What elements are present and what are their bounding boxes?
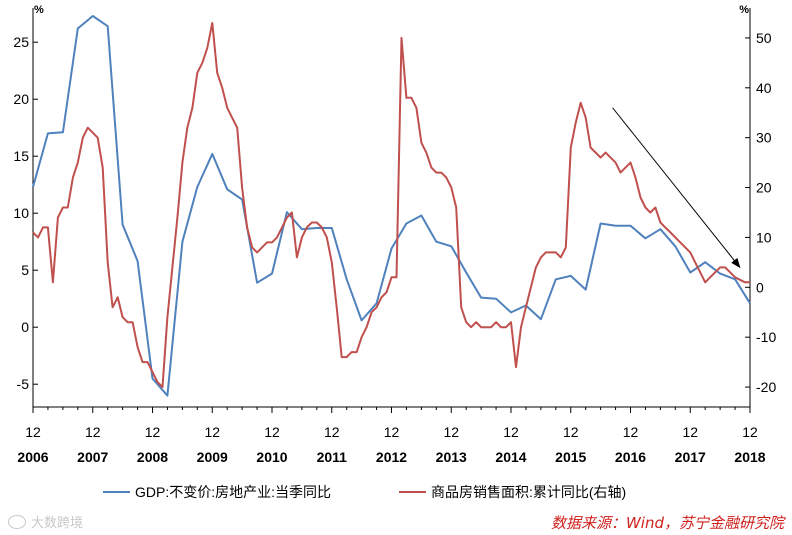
right-tick-label: -20 (756, 379, 776, 395)
x-tick-month-label: 12 (204, 424, 220, 440)
trend-arrow-icon (612, 107, 741, 269)
x-tick-month-label: 12 (264, 424, 280, 440)
x-tick-month-label: 12 (85, 424, 101, 440)
x-tick-year-label: 2015 (555, 449, 586, 465)
x-tick-year-label: 2011 (317, 449, 348, 465)
left-tick-label: 15 (13, 148, 29, 164)
right-tick-label: 50 (756, 30, 772, 46)
x-tick-month-label: 12 (563, 424, 579, 440)
legend: GDP:不变价:房地产业:当季同比 商品房销售面积:累计同比(右轴) (103, 484, 626, 500)
right-tick-label: 20 (756, 180, 772, 196)
sales-series-line (32, 22, 750, 389)
left-tick-label: 20 (13, 91, 29, 107)
left-tick-label: 25 (13, 34, 29, 50)
left-tick-label: 5 (21, 262, 29, 278)
legend-label-gdp: GDP:不变价:房地产业:当季同比 (135, 484, 331, 500)
x-tick-month-label: 12 (384, 424, 400, 440)
source-note: 数据来源：Wind，苏宁金融研究院 (550, 514, 784, 532)
x-tick-year-label: 2018 (734, 449, 765, 465)
right-tick-label: -10 (756, 329, 776, 345)
right-tick-label: 10 (756, 229, 772, 245)
x-tick-month-label: 12 (145, 424, 161, 440)
watermark-text: 大数跨境 (31, 516, 84, 531)
right-tick-label: 0 (756, 279, 764, 295)
x-tick-year-label: 2016 (615, 449, 646, 465)
x-tick-month-label: 12 (682, 424, 698, 440)
x-tick-year-label: 2014 (495, 449, 526, 465)
x-tick-month-label: 12 (742, 424, 758, 440)
x-tick-year-label: 2017 (675, 449, 706, 465)
series-lines (32, 15, 751, 397)
x-tick-month-label: 12 (503, 424, 519, 440)
right-axis-unit: % (739, 4, 749, 16)
x-tick-year-label: 2012 (376, 449, 407, 465)
x-tick-year-label: 2013 (436, 449, 467, 465)
watermark-logo-icon (8, 515, 26, 529)
x-tick-month-label: 12 (25, 424, 41, 440)
axes (32, 8, 751, 413)
legend-label-sales: 商品房销售面积:累计同比(右轴) (431, 484, 626, 500)
left-tick-label: -5 (17, 376, 30, 392)
gdp-series-line (32, 15, 751, 397)
annotations (612, 107, 741, 269)
x-tick-month-label: 12 (623, 424, 639, 440)
left-axis-unit: % (34, 4, 44, 16)
right-tick-label: 40 (756, 80, 772, 96)
left-tick-label: 10 (13, 205, 29, 221)
left-tick-label: 0 (21, 319, 29, 335)
x-tick-year-label: 2007 (77, 449, 108, 465)
x-tick-year-label: 2009 (197, 449, 228, 465)
x-tick-year-label: 2008 (137, 449, 168, 465)
right-tick-label: 30 (756, 130, 772, 146)
x-tick-year-label: 2010 (256, 449, 287, 465)
x-tick-month-label: 12 (324, 424, 340, 440)
tick-labels: % % -5 0 5 10 15 20 25 -20 -10 0 10 20 30 40 50 12 2006 12 2… (13, 4, 776, 465)
x-tick-month-label: 12 (443, 424, 459, 440)
watermark: 大数跨境 (8, 512, 83, 531)
x-tick-year-label: 2006 (17, 449, 48, 465)
